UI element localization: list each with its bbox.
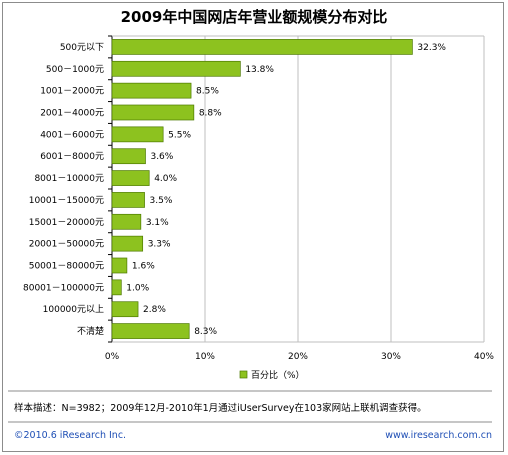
data-label: 1.0% xyxy=(126,283,149,293)
bar xyxy=(111,104,195,121)
bar xyxy=(111,192,145,208)
bar xyxy=(111,148,146,165)
x-axis-ticks: 0% 10% 20% 30% 40% xyxy=(105,352,495,362)
bar xyxy=(111,323,190,339)
bar xyxy=(111,213,142,230)
bar xyxy=(111,82,192,99)
chart-title: 2009年中国网店年营业额规模分布对比 xyxy=(120,8,388,26)
category-label: 500元以下 xyxy=(60,43,104,53)
chart-frame xyxy=(2,2,504,452)
bar xyxy=(111,170,150,186)
data-label: 8.3% xyxy=(194,327,217,337)
data-label: 5.5% xyxy=(168,130,191,140)
data-label: 3.6% xyxy=(150,152,173,162)
bar xyxy=(111,301,139,318)
bar xyxy=(111,235,144,252)
sample-note: 样本描述：N=3982；2009年12月-2010年1月通过iUserSurve… xyxy=(14,403,427,414)
website-link[interactable]: www.iresearch.com.cn xyxy=(385,430,492,441)
data-label: 3.3% xyxy=(148,240,171,250)
data-label: 1.6% xyxy=(132,262,155,272)
category-label: 4001－6000元 xyxy=(40,130,104,140)
category-label: 10001－15000元 xyxy=(29,196,104,206)
legend-swatch xyxy=(239,370,248,379)
bar xyxy=(111,257,128,274)
gridlines xyxy=(108,35,485,343)
x-tick-label: 40% xyxy=(474,352,494,362)
data-label: 3.5% xyxy=(150,196,173,206)
legend: 百分比（%） xyxy=(239,369,305,381)
legend-label: 百分比（%） xyxy=(251,369,305,381)
x-tick-label: 10% xyxy=(195,352,215,362)
bar xyxy=(111,279,122,296)
category-label: 80001－100000元 xyxy=(23,283,104,293)
value-labels: 32.3% 13.8% 8.5% 8.8% 5.5% 3.6% 4.0% 3.5% 3.1% 3.… xyxy=(126,43,446,337)
data-label: 8.5% xyxy=(196,87,219,97)
category-label: 不清楚 xyxy=(77,325,104,337)
bars xyxy=(111,39,413,339)
copyright: ©2010.6 iResearch Inc. xyxy=(14,430,127,441)
x-tick-label: 0% xyxy=(105,352,120,362)
data-label: 2.8% xyxy=(143,305,166,315)
category-label: 6001－8000元 xyxy=(40,152,104,162)
category-label: 2001－4000元 xyxy=(40,109,104,119)
category-label: 500－1000元 xyxy=(46,65,104,75)
category-label: 15001－20000元 xyxy=(29,218,104,228)
bar xyxy=(111,60,241,77)
x-tick-label: 20% xyxy=(288,352,308,362)
category-label: 1001－2000元 xyxy=(40,87,104,97)
category-label: 8001－10000元 xyxy=(34,174,104,184)
category-label: 100000元以上 xyxy=(43,304,104,315)
category-label: 50001－80000元 xyxy=(29,262,104,272)
bar xyxy=(111,39,413,55)
category-labels: 500元以下 500－1000元 1001－2000元 2001－4000元 4001－… xyxy=(23,43,104,337)
category-label: 20001－50000元 xyxy=(29,240,104,250)
data-label: 13.8% xyxy=(245,65,274,75)
data-label: 4.0% xyxy=(154,174,177,184)
data-label: 3.1% xyxy=(146,218,169,228)
data-label: 32.3% xyxy=(417,43,446,53)
data-label: 8.8% xyxy=(199,109,222,119)
bar xyxy=(111,126,164,143)
x-tick-label: 30% xyxy=(381,352,401,362)
